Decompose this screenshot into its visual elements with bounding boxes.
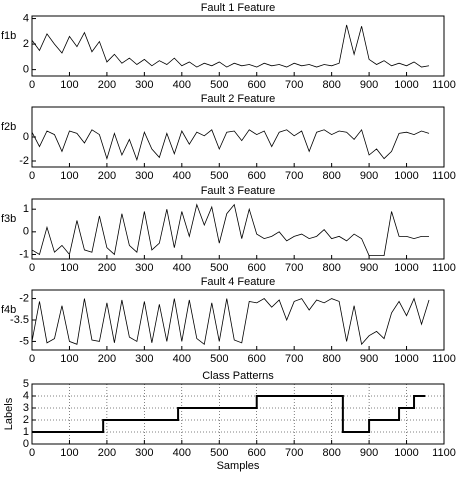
x-tick-label: 400 <box>173 262 191 274</box>
subplot-title: Fault 4 Feature <box>201 276 276 288</box>
x-tick-label: 500 <box>210 447 228 459</box>
y-tick-label: 4 <box>23 390 29 402</box>
y-axis-label: f2b <box>1 121 16 133</box>
x-tick-label: 400 <box>173 447 191 459</box>
x-tick-label: 600 <box>248 262 266 274</box>
x-tick-label: 800 <box>322 353 340 365</box>
x-tick-label: 900 <box>360 447 378 459</box>
subplot-title: Fault 1 Feature <box>201 2 276 14</box>
x-tick-label: 1100 <box>432 79 456 91</box>
y-tick-label: 0 <box>23 226 29 238</box>
x-tick-label: 500 <box>210 79 228 91</box>
x-tick-label: 700 <box>285 170 303 182</box>
y-axis-label: Labels <box>3 397 15 430</box>
x-tick-label: 200 <box>98 447 116 459</box>
axes-frame <box>31 15 445 77</box>
y-tick-label: -3.5 <box>10 314 29 326</box>
x-tick-label: 400 <box>173 353 191 365</box>
x-tick-label: 200 <box>98 262 116 274</box>
x-tick-label: 1000 <box>394 79 418 91</box>
x-tick-label: 700 <box>285 447 303 459</box>
x-tick-label: 1100 <box>432 262 456 274</box>
x-tick-label: 100 <box>60 79 78 91</box>
y-tick-label: 5 <box>23 378 29 390</box>
x-tick-label: 1000 <box>394 447 418 459</box>
x-tick-label: 0 <box>29 353 35 365</box>
y-tick-label: 4 <box>23 12 29 24</box>
axes-frame <box>31 198 445 260</box>
axes-frame <box>31 383 445 445</box>
x-tick-label: 400 <box>173 79 191 91</box>
x-tick-label: 200 <box>98 353 116 365</box>
x-tick-label: 700 <box>285 79 303 91</box>
subplot-title: Fault 2 Feature <box>201 93 276 105</box>
x-tick-label: 900 <box>360 353 378 365</box>
x-tick-label: 300 <box>135 79 153 91</box>
x-tick-label: 600 <box>248 353 266 365</box>
axes-frame <box>31 289 445 351</box>
x-tick-label: 0 <box>29 447 35 459</box>
y-axis-label: f1b <box>1 30 16 42</box>
x-tick-label: 0 <box>29 170 35 182</box>
subplot-title: Class Patterns <box>202 370 274 382</box>
x-tick-label: 900 <box>360 170 378 182</box>
y-tick-label: -5 <box>19 335 29 347</box>
x-tick-label: 1000 <box>394 262 418 274</box>
x-tick-label: 700 <box>285 353 303 365</box>
x-tick-label: 300 <box>135 353 153 365</box>
x-tick-label: 200 <box>98 79 116 91</box>
x-tick-label: 300 <box>135 170 153 182</box>
y-tick-label: 2 <box>23 38 29 50</box>
x-tick-label: 1000 <box>394 353 418 365</box>
x-tick-label: 1100 <box>432 170 456 182</box>
x-tick-label: 200 <box>98 170 116 182</box>
y-tick-label: -1 <box>19 248 29 260</box>
x-tick-label: 800 <box>322 262 340 274</box>
x-tick-label: 100 <box>60 353 78 365</box>
x-tick-label: 600 <box>248 447 266 459</box>
x-tick-label: 100 <box>60 262 78 274</box>
x-tick-label: 600 <box>248 170 266 182</box>
axes-frame <box>31 106 445 168</box>
x-tick-label: 1100 <box>432 353 456 365</box>
x-tick-label: 800 <box>322 79 340 91</box>
y-axis-label: f3b <box>1 213 16 225</box>
data-line <box>31 128 430 162</box>
x-tick-label: 100 <box>60 447 78 459</box>
x-tick-label: 400 <box>173 170 191 182</box>
data-line <box>32 395 426 433</box>
x-tick-label: 500 <box>210 170 228 182</box>
x-tick-label: 500 <box>210 262 228 274</box>
data-line <box>31 297 430 346</box>
x-axis-label: Samples <box>217 460 260 472</box>
x-tick-label: 800 <box>322 170 340 182</box>
x-tick-label: 500 <box>210 353 228 365</box>
x-tick-label: 700 <box>285 262 303 274</box>
y-axis-label: f4b <box>1 304 16 316</box>
x-tick-label: 0 <box>29 262 35 274</box>
x-tick-label: 1000 <box>394 170 418 182</box>
y-tick-label: 3 <box>23 402 29 414</box>
subplot-title: Fault 3 Feature <box>201 185 276 197</box>
y-tick-label: 2 <box>23 414 29 426</box>
y-tick-label: 1 <box>23 203 29 215</box>
y-tick-label: 1 <box>23 426 29 438</box>
x-tick-label: 0 <box>29 79 35 91</box>
x-tick-label: 600 <box>248 79 266 91</box>
x-tick-label: 100 <box>60 170 78 182</box>
y-tick-label: -2 <box>19 292 29 304</box>
x-tick-label: 900 <box>360 262 378 274</box>
x-tick-label: 1100 <box>432 447 456 459</box>
data-line <box>31 24 430 68</box>
x-tick-label: 300 <box>135 447 153 459</box>
y-tick-label: -2 <box>19 155 29 167</box>
y-tick-label: 0 <box>23 131 29 143</box>
x-tick-label: 300 <box>135 262 153 274</box>
y-tick-label: 0 <box>23 64 29 76</box>
y-tick-label: 0 <box>23 438 29 450</box>
x-tick-label: 900 <box>360 79 378 91</box>
x-tick-label: 800 <box>322 447 340 459</box>
data-line <box>31 203 430 257</box>
